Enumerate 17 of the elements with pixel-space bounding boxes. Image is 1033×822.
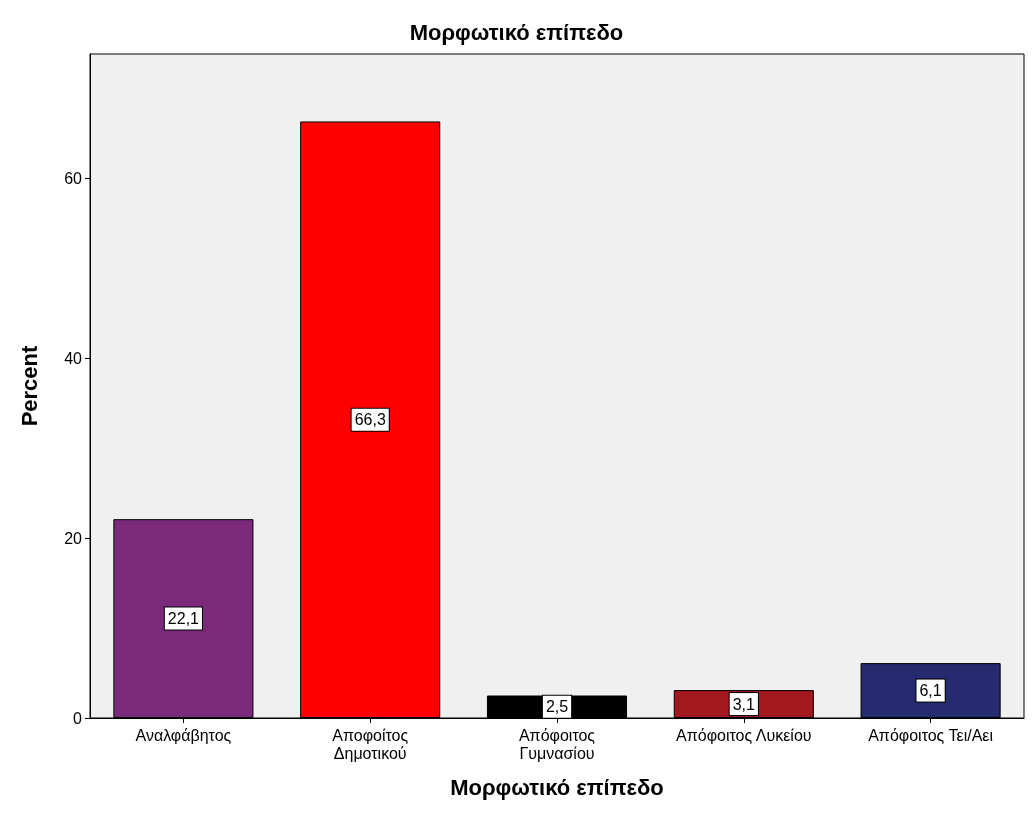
y-tick-label: 20 bbox=[64, 529, 83, 547]
x-axis-title: Μορφωτικό επίπεδο bbox=[450, 774, 664, 800]
x-tick-label: Απόφοιτος Γυμνασίου bbox=[518, 726, 596, 762]
data-label: 6,1 bbox=[919, 682, 942, 700]
data-label: 2,5 bbox=[545, 698, 569, 716]
data-label: 66,3 bbox=[354, 411, 386, 429]
y-axis-title: Percent bbox=[16, 344, 42, 427]
x-tick-label: Απόφοιτος Τει/Αει bbox=[868, 726, 994, 744]
x-tick-label: Αποφοίτος Δημοτικού bbox=[332, 726, 409, 762]
data-label: 3,1 bbox=[732, 695, 756, 713]
y-tick-label: 60 bbox=[64, 169, 83, 187]
chart-title: Μορφωτικό επίπεδο bbox=[409, 19, 624, 45]
y-tick-label: 0 bbox=[73, 709, 83, 727]
data-label: 22,1 bbox=[167, 610, 200, 628]
x-tick-label: Απόφοιτος Λυκείου bbox=[676, 726, 812, 744]
x-tick-label: Αναλφάβητος bbox=[135, 726, 232, 744]
y-tick-label: 40 bbox=[64, 349, 83, 367]
